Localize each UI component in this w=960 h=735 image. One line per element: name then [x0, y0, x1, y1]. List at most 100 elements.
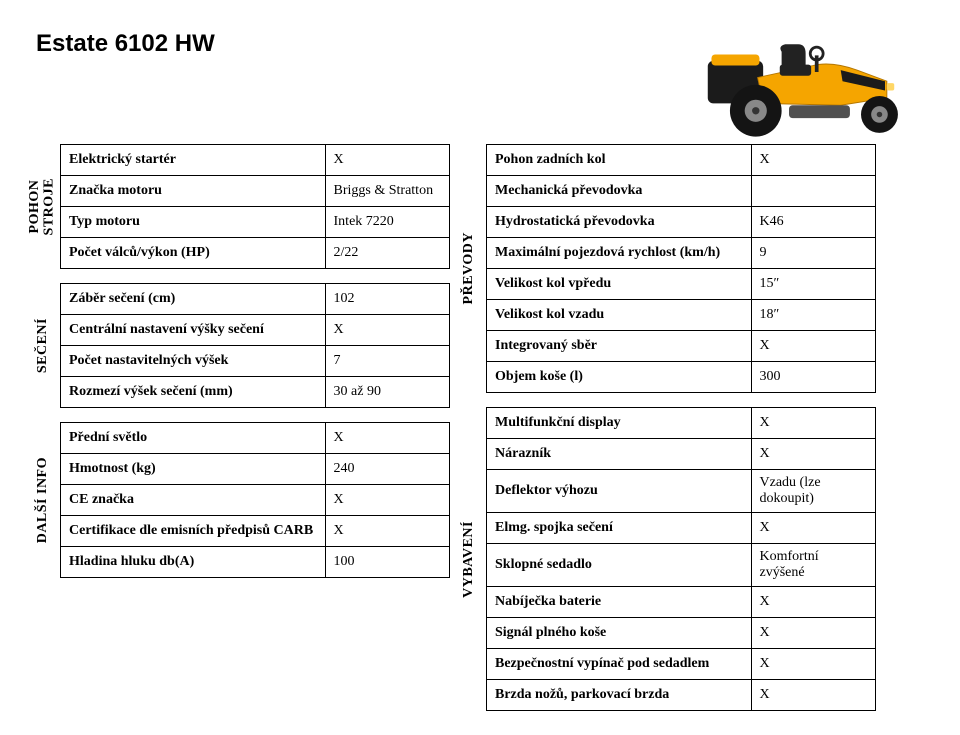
table-row: Počet nastavitelných výšek7 [61, 346, 450, 377]
spec-val [751, 176, 875, 207]
spec-val: X [325, 485, 449, 516]
spec-key: Elmg. spojka sečení [487, 513, 752, 544]
spec-val: X [325, 423, 449, 454]
spec-key: Multifunkční display [487, 408, 752, 439]
spec-key: Velikost kol vzadu [487, 300, 752, 331]
spec-val: X [751, 680, 875, 711]
table-row: Centrální nastavení výšky sečeníX [61, 315, 450, 346]
spec-val: Komfortní zvýšené [751, 544, 875, 587]
table-row: Značka motoruBriggs & Stratton [61, 176, 450, 207]
spec-key: Elektrický startér [61, 145, 326, 176]
spec-key: Bezpečnostní vypínač pod sedadlem [487, 649, 752, 680]
table-row: Signál plného košeX [487, 618, 876, 649]
spec-val: X [325, 315, 449, 346]
spec-val: X [325, 516, 449, 547]
spec-val: 18″ [751, 300, 875, 331]
table-row: Brzda nožů, parkovací brzdaX [487, 680, 876, 711]
spec-val: 300 [751, 362, 875, 393]
table-dalsi-info: Přední světloX Hmotnost (kg)240 CE značk… [60, 422, 450, 578]
spec-val: 15″ [751, 269, 875, 300]
spec-val: Intek 7220 [325, 207, 449, 238]
section-label-prevody: PŘEVODY [458, 144, 480, 393]
spec-columns: POHON STROJE Elektrický startérX Značka … [32, 144, 928, 711]
spec-key: Certifikace dle emisních předpisů CARB [61, 516, 326, 547]
left-column: POHON STROJE Elektrický startérX Značka … [32, 144, 450, 711]
spec-val: 240 [325, 454, 449, 485]
section-seceni: SEČENÍ Záběr sečení (cm)102 Centrální na… [32, 283, 450, 408]
table-row: NárazníkX [487, 439, 876, 470]
spec-key: Typ motoru [61, 207, 326, 238]
table-pohon-stroje: Elektrický startérX Značka motoruBriggs … [60, 144, 450, 269]
table-row: Hladina hluku db(A)100 [61, 547, 450, 578]
spec-val: X [751, 649, 875, 680]
spec-val: X [751, 408, 875, 439]
section-label-dalsi-info: DALŠÍ INFO [32, 422, 54, 578]
header-row: Estate 6102 HW [32, 24, 928, 144]
spec-key: Signál plného koše [487, 618, 752, 649]
table-row: Velikost kol vzadu18″ [487, 300, 876, 331]
spec-val: 30 až 90 [325, 377, 449, 408]
spec-key: Značka motoru [61, 176, 326, 207]
table-row: Typ motoruIntek 7220 [61, 207, 450, 238]
table-vybaveni: Multifunkční displayX NárazníkX Deflekto… [486, 407, 876, 711]
table-row: Rozmezí výšek sečení (mm)30 až 90 [61, 377, 450, 408]
table-row: Elmg. spojka sečeníX [487, 513, 876, 544]
spec-key: Přední světlo [61, 423, 326, 454]
table-seceni: Záběr sečení (cm)102 Centrální nastavení… [60, 283, 450, 408]
spec-key: Brzda nožů, parkovací brzda [487, 680, 752, 711]
spec-val: 2/22 [325, 238, 449, 269]
spec-key: Nárazník [487, 439, 752, 470]
table-row: Přední světloX [61, 423, 450, 454]
spec-val: 102 [325, 284, 449, 315]
spec-key: Nabíječka baterie [487, 587, 752, 618]
product-image [698, 24, 928, 144]
spec-key: Centrální nastavení výšky sečení [61, 315, 326, 346]
table-row: Integrovaný sběrX [487, 331, 876, 362]
section-dalsi-info: DALŠÍ INFO Přední světloX Hmotnost (kg)2… [32, 422, 450, 578]
spec-val: 100 [325, 547, 449, 578]
spec-key: Záběr sečení (cm) [61, 284, 326, 315]
section-prevody: PŘEVODY Pohon zadních kolX Mechanická př… [458, 144, 876, 393]
spec-val: Briggs & Stratton [325, 176, 449, 207]
spec-val: X [751, 331, 875, 362]
table-row: Certifikace dle emisních předpisů CARBX [61, 516, 450, 547]
spec-val: X [751, 618, 875, 649]
table-row: Deflektor výhozuVzadu (lze dokoupit) [487, 470, 876, 513]
spec-key: Pohon zadních kol [487, 145, 752, 176]
table-row: CE značkaX [61, 485, 450, 516]
spec-key: Počet válců/výkon (HP) [61, 238, 326, 269]
table-row: Sklopné sedadloKomfortní zvýšené [487, 544, 876, 587]
spec-key: Deflektor výhozu [487, 470, 752, 513]
table-row: Maximální pojezdová rychlost (km/h)9 [487, 238, 876, 269]
page-title: Estate 6102 HW [36, 30, 215, 58]
spec-val: X [751, 587, 875, 618]
spec-val: K46 [751, 207, 875, 238]
spec-val: Vzadu (lze dokoupit) [751, 470, 875, 513]
spec-key: Rozmezí výšek sečení (mm) [61, 377, 326, 408]
table-row: Elektrický startérX [61, 145, 450, 176]
table-row: Velikost kol vpředu15″ [487, 269, 876, 300]
spec-key: Sklopné sedadlo [487, 544, 752, 587]
table-row: Počet válců/výkon (HP)2/22 [61, 238, 450, 269]
table-row: Multifunkční displayX [487, 408, 876, 439]
table-prevody: Pohon zadních kolX Mechanická převodovka… [486, 144, 876, 393]
table-row: Pohon zadních kolX [487, 145, 876, 176]
table-row: Mechanická převodovka [487, 176, 876, 207]
spec-val: 9 [751, 238, 875, 269]
spec-val: X [751, 145, 875, 176]
spec-val: X [751, 439, 875, 470]
section-pohon-stroje: POHON STROJE Elektrický startérX Značka … [32, 144, 450, 269]
table-row: Nabíječka baterieX [487, 587, 876, 618]
spec-key: Integrovaný sběr [487, 331, 752, 362]
table-row: Bezpečnostní vypínač pod sedadlemX [487, 649, 876, 680]
right-column: PŘEVODY Pohon zadních kolX Mechanická př… [458, 144, 876, 711]
spec-key: Objem koše (l) [487, 362, 752, 393]
section-label-vybaveni: VYBAVENÍ [458, 407, 480, 711]
spec-key: Maximální pojezdová rychlost (km/h) [487, 238, 752, 269]
spec-val: X [751, 513, 875, 544]
spec-key: Hladina hluku db(A) [61, 547, 326, 578]
spec-val: 7 [325, 346, 449, 377]
section-vybaveni: VYBAVENÍ Multifunkční displayX NárazníkX… [458, 407, 876, 711]
section-label-pohon-stroje: POHON STROJE [32, 144, 54, 269]
spec-key: Hydrostatická převodovka [487, 207, 752, 238]
